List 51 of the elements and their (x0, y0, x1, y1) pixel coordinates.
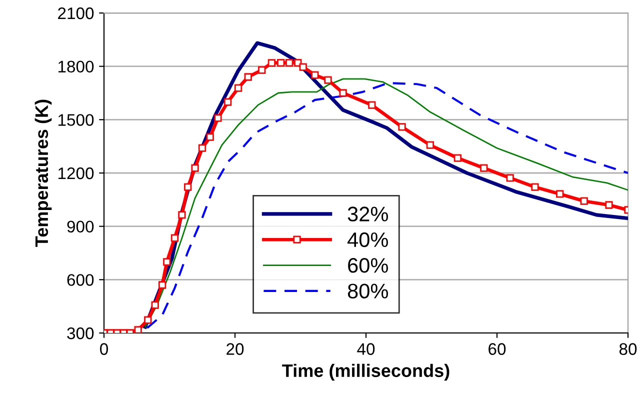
y-axis-title: Temperatures (K) (34, 100, 52, 247)
point (480, 164, 488, 172)
y-tick-label: 1800 (58, 60, 94, 73)
point (151, 301, 159, 309)
point (531, 183, 539, 191)
x-tick-label: 0 (100, 343, 108, 355)
point (184, 183, 192, 191)
point (506, 174, 514, 182)
point (244, 73, 252, 81)
point (277, 58, 285, 67)
x-tick-label: 20 (226, 343, 244, 355)
point (268, 59, 276, 67)
point (426, 141, 434, 149)
point (144, 316, 152, 324)
x-axis-title: Time (milliseconds) (282, 364, 450, 381)
y-tick-label: 1500 (58, 114, 94, 126)
y-tick-label: 300 (67, 327, 94, 340)
point (134, 326, 142, 333)
x-tick-label: 60 (488, 343, 506, 355)
point (299, 63, 307, 71)
point (556, 190, 564, 198)
point (163, 258, 171, 266)
point (368, 101, 376, 109)
legend-label: 60% (348, 258, 388, 273)
y-tick-label: 600 (67, 274, 94, 286)
point (398, 123, 406, 131)
point (214, 114, 222, 122)
point (178, 211, 186, 219)
point (170, 234, 179, 242)
point (206, 133, 214, 141)
y-tick-label: 2100 (58, 7, 94, 20)
legend-label: 32% (348, 206, 388, 222)
point (234, 84, 242, 92)
point (198, 144, 206, 152)
point (286, 58, 294, 67)
x-tick-label: 40 (357, 343, 375, 355)
point (258, 66, 266, 74)
point (605, 201, 613, 209)
legend-label: 40% (348, 232, 388, 248)
point (311, 71, 319, 79)
point (324, 76, 332, 84)
point (454, 154, 462, 162)
y-tick-label: 900 (67, 220, 94, 233)
point (191, 164, 199, 172)
point (224, 98, 232, 106)
x-tick-label: 80 (619, 343, 637, 355)
legend-label: 80% (348, 284, 388, 298)
y-tick-label: 1200 (58, 167, 94, 180)
point (580, 197, 588, 205)
point (339, 89, 347, 97)
point (158, 281, 166, 289)
